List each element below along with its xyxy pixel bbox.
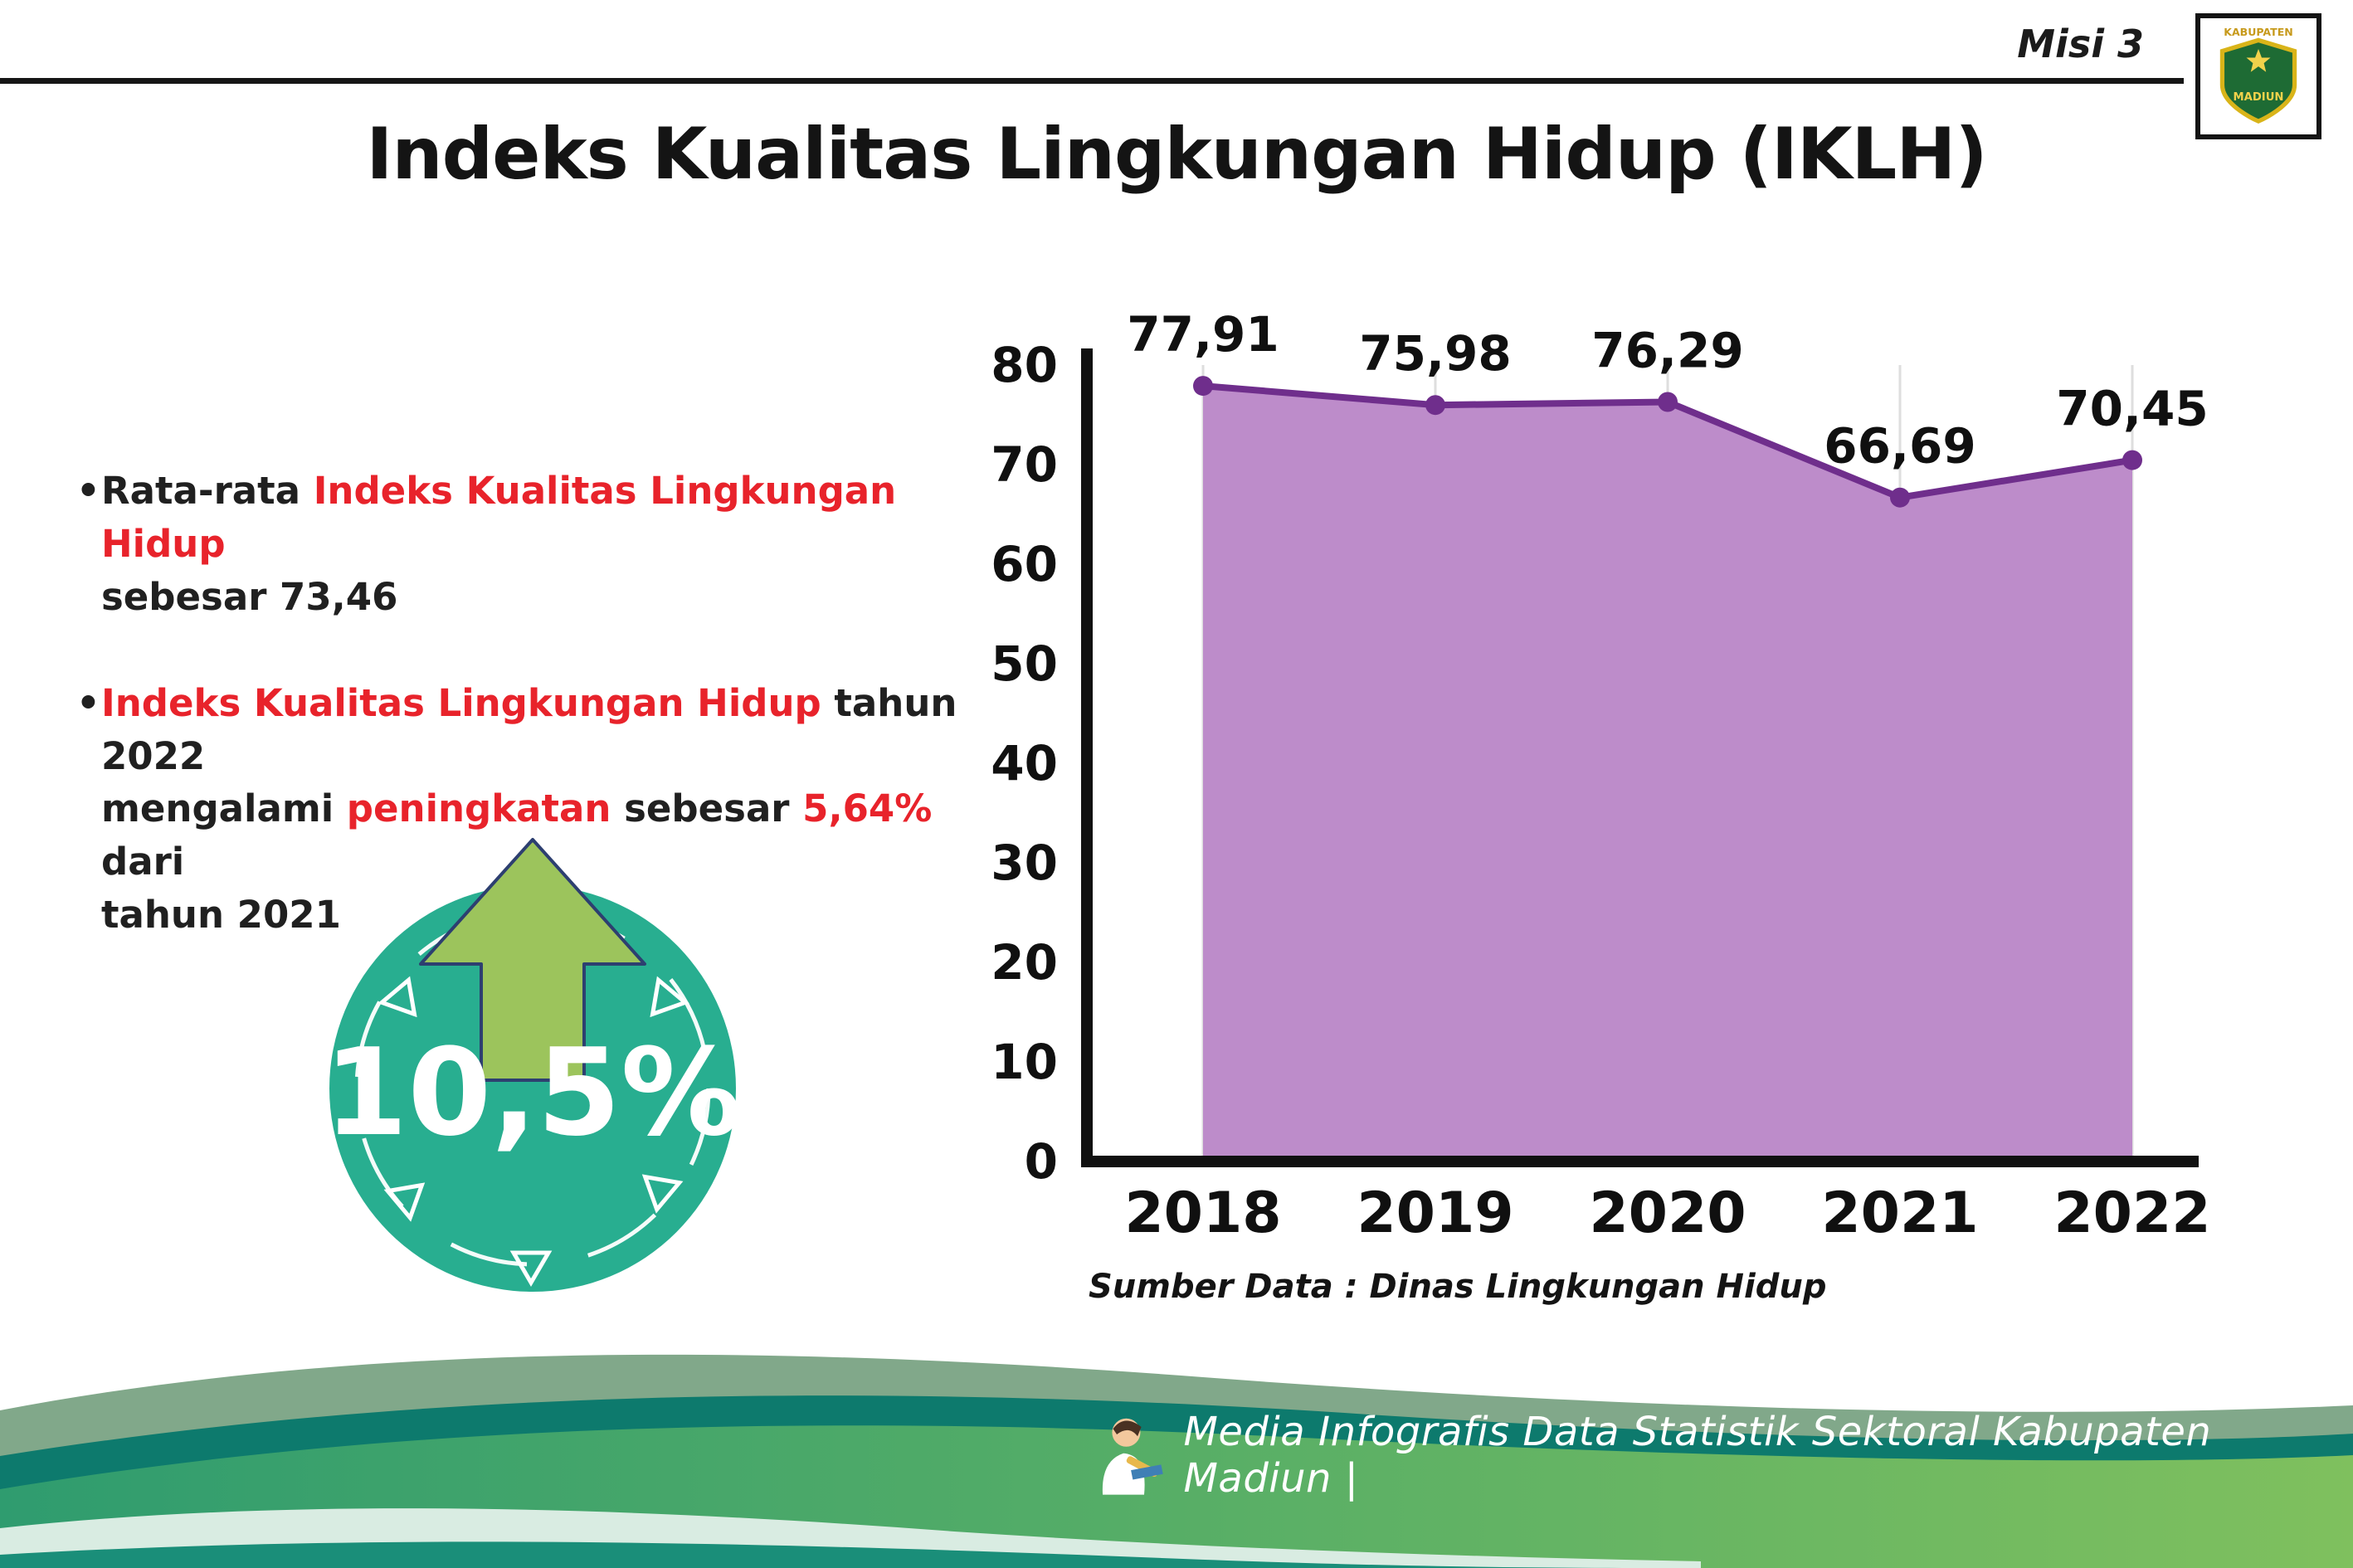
y-tick-label: 30 — [991, 835, 1058, 891]
data-point — [1658, 392, 1678, 412]
badge-circle — [329, 885, 736, 1292]
text-segment: tahun 2022 — [101, 680, 957, 778]
text-segment: dari — [101, 840, 185, 884]
x-tick-label: 2021 — [1821, 1181, 1978, 1246]
text-segment-highlight: Indeks Kualitas Lingkungan Hidup — [101, 469, 897, 566]
y-tick-label: 10 — [991, 1034, 1058, 1090]
text-segment: mengalami — [101, 786, 347, 831]
data-label: 66,69 — [1824, 418, 1975, 475]
text-segment-highlight: peningkatan — [346, 786, 611, 831]
text-segment-highlight: Indeks Kualitas Lingkungan Hidup — [101, 680, 821, 725]
badge-tick-icon — [509, 1250, 553, 1287]
x-tick-label: 2018 — [1124, 1181, 1281, 1246]
data-point — [1193, 376, 1213, 397]
header-divider — [0, 78, 2184, 84]
data-point — [1890, 487, 1910, 508]
footer: Media Infografis Data Statistik Sektoral… — [1074, 1406, 2353, 1504]
y-tick-label: 40 — [991, 735, 1058, 791]
bullet-list: Rata-rata Indeks Kualitas Lingkungan Hid… — [76, 465, 972, 995]
data-label: 75,98 — [1359, 325, 1511, 382]
bullet-average-iklh: Rata-rata Indeks Kualitas Lingkungan Hid… — [76, 465, 972, 624]
data-label: 70,45 — [2056, 381, 2208, 437]
badge-tick-icon — [378, 976, 417, 1018]
y-tick-label: 0 — [1025, 1133, 1058, 1190]
badge-ring — [354, 910, 711, 1267]
up-arrow-icon — [419, 838, 646, 1082]
page-title: Indeks Kualitas Lingkungan Hidup (IKLH) — [366, 113, 1987, 196]
y-tick-label: 70 — [991, 436, 1058, 493]
text-segment: sebesar 73,46 — [101, 574, 398, 619]
increase-badge: 10,5% — [324, 838, 742, 1292]
trend-line — [1202, 382, 2133, 501]
text-segment-highlight: 5,64% — [802, 786, 933, 831]
kabupaten-madiun-crest-icon: KABUPATEN MADIUN — [2219, 26, 2297, 124]
x-tick-label: 2020 — [1589, 1181, 1746, 1246]
footer-wave-decoration — [0, 1354, 2353, 1568]
area-fill — [1203, 386, 2132, 1162]
y-tick-label: 20 — [991, 934, 1058, 991]
bullet-iklh-increase: Indeks Kualitas Lingkungan Hidup tahun 2… — [76, 677, 972, 942]
y-tick-label: 50 — [991, 635, 1058, 692]
data-label: 77,91 — [1127, 306, 1279, 363]
logo-bottom-text: MADIUN — [2234, 91, 2284, 104]
y-tick-label: 60 — [991, 536, 1058, 592]
text-segment: sebesar — [611, 786, 803, 831]
text-segment: tahun 2021 — [101, 893, 341, 937]
data-label: 76,29 — [1591, 323, 1743, 379]
x-tick-label: 2022 — [2053, 1181, 2210, 1246]
chart-source-caption: Sumber Data : Dinas Lingkungan Hidup — [1089, 1268, 1827, 1306]
kabupaten-madiun-logo: KABUPATEN MADIUN — [2195, 13, 2321, 139]
badge-tick-icon — [641, 1174, 684, 1214]
logo-top-text: KABUPATEN — [2224, 26, 2293, 38]
x-tick-label: 2019 — [1357, 1181, 1513, 1246]
misi-label: Misi 3 — [2017, 22, 2144, 66]
badge-tick-icon — [650, 976, 689, 1018]
badge-value: 10,5% — [324, 1023, 741, 1163]
badge-tick-icon — [383, 1182, 426, 1222]
footer-text: Media Infografis Data Statistik Sektoral… — [1183, 1409, 2212, 1502]
text-segment: Rata-rata — [101, 469, 314, 513]
mascot-icon — [1102, 1418, 1163, 1495]
data-point — [2122, 450, 2142, 470]
y-tick-label: 80 — [991, 337, 1058, 393]
data-point — [1425, 395, 1445, 416]
